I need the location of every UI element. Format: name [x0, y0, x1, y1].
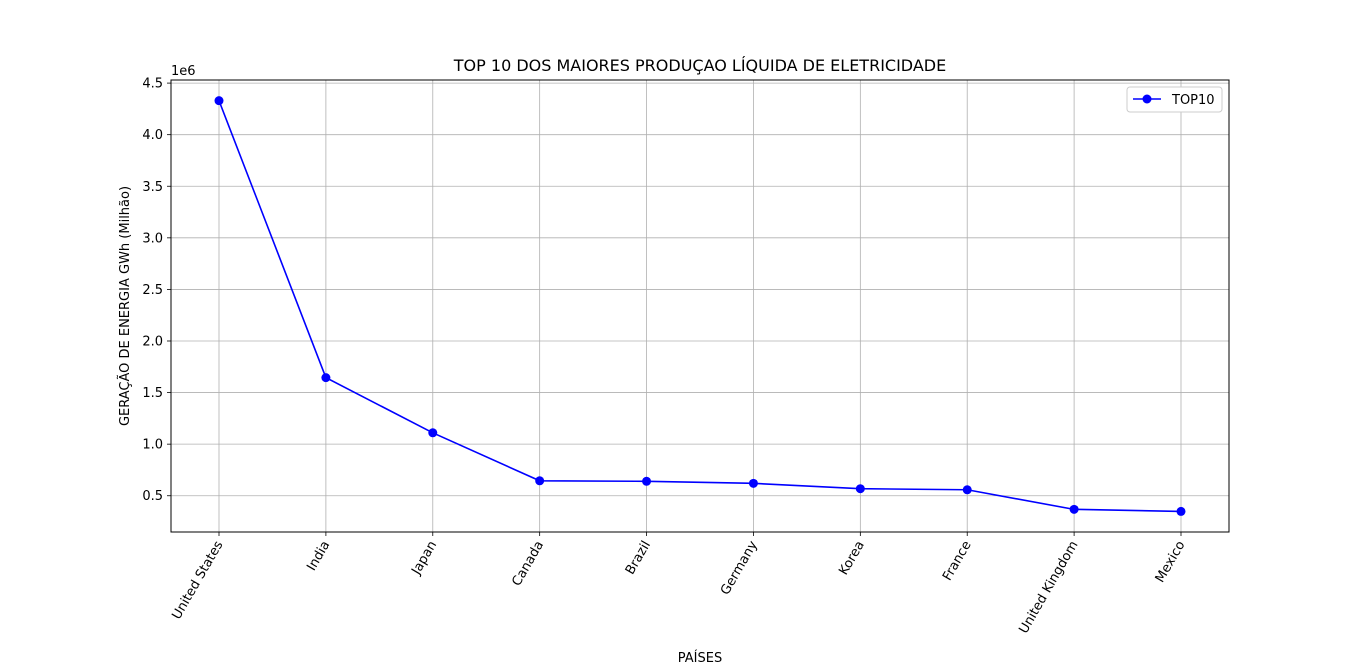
y-tick-label: 2.5	[142, 283, 163, 298]
legend-label: TOP10	[1171, 93, 1215, 108]
y-tick-label: 1.0	[142, 438, 163, 453]
legend: TOP10	[1126, 86, 1223, 113]
series-line	[218, 100, 1182, 513]
legend-box	[1126, 86, 1223, 113]
data-point	[962, 485, 972, 495]
data-point	[428, 428, 438, 438]
chart-title: TOP 10 DOS MAIORES PRODUÇAO LÍQUIDA DE E…	[453, 56, 946, 75]
legend-marker	[1142, 94, 1152, 104]
y-axis: 0.5 1.0 1.5 2.0 2.5 3.0 3.5 4.0 4.5	[142, 77, 171, 504]
data-point	[214, 96, 224, 106]
data-point	[642, 476, 652, 486]
data-point	[1069, 504, 1079, 514]
data-point	[748, 478, 758, 488]
y-tick-label: 3.5	[142, 180, 163, 195]
y-offset-label: 1e6	[171, 64, 196, 79]
y-axis-label: GERAÇÃO DE ENERGIA GWh (Milhão)	[117, 186, 133, 426]
grid	[171, 80, 1229, 532]
y-tick-label: 4.0	[142, 128, 163, 143]
y-tick-label: 4.5	[142, 77, 163, 92]
y-tick-label: 2.0	[142, 334, 163, 349]
data-point	[321, 373, 331, 383]
plot-frame	[170, 79, 1230, 533]
y-tick-label: 3.0	[142, 231, 163, 246]
series-group	[214, 96, 1186, 516]
data-point	[855, 484, 865, 494]
y-tick-label: 0.5	[142, 489, 163, 504]
x-axis-label: PAÍSES	[678, 650, 722, 663]
data-point	[1176, 506, 1186, 516]
data-point	[535, 476, 545, 486]
y-tick-label: 1.5	[142, 386, 163, 401]
